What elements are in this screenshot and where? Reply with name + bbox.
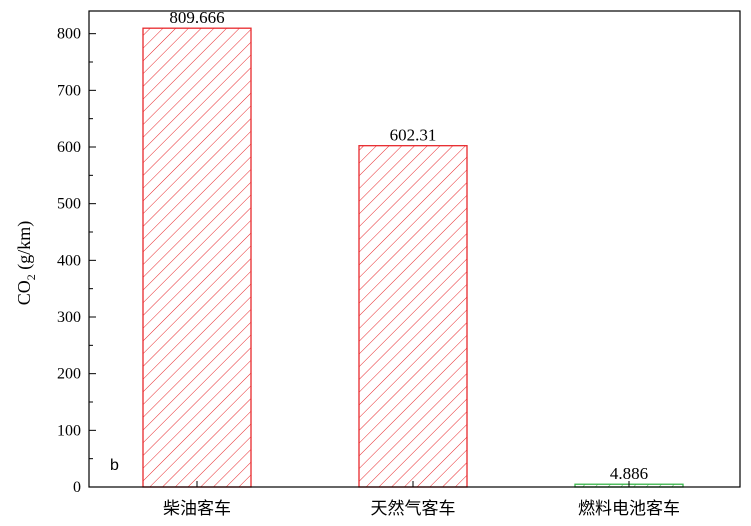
- y-tick-label-400: 400: [57, 252, 81, 269]
- y-axis-title-main: CO: [14, 280, 34, 305]
- bars-layer: [142, 27, 684, 488]
- y-tick-label-300: 300: [57, 309, 81, 326]
- y-tick-label-0: 0: [73, 479, 81, 496]
- x-tick-label-2: 天然气客车: [371, 499, 456, 519]
- bar-2: [358, 145, 468, 488]
- y-tick-label-500: 500: [57, 196, 81, 213]
- y-tick-label-100: 100: [57, 422, 81, 439]
- data-label-1: 809.666: [169, 8, 224, 27]
- y-tick-label-600: 600: [57, 139, 81, 156]
- y-tick-label-700: 700: [57, 82, 81, 99]
- y-ticks: 0 100 200 300 400 500 600 700 800: [57, 26, 96, 496]
- y-axis-title-subscript: 2: [24, 274, 38, 280]
- x-tick-label-1: 柴油客车: [163, 499, 231, 519]
- panel-label: b: [110, 457, 119, 474]
- plot-frame: [88, 10, 741, 488]
- labels-layer: 809.666 柴油客车 602.31 天然气客车 4.886 燃料电池客车: [163, 8, 680, 519]
- y-axis-title: CO2 (g/km): [14, 221, 38, 306]
- data-label-3: 4.886: [610, 464, 648, 483]
- y-tick-label-800: 800: [57, 26, 81, 43]
- data-label-2: 602.31: [390, 126, 437, 145]
- bar-1: [142, 27, 252, 488]
- y-tick-label-200: 200: [57, 366, 81, 383]
- y-axis-title-unit: (g/km): [14, 221, 35, 275]
- x-tick-label-3: 燃料电池客车: [578, 499, 680, 519]
